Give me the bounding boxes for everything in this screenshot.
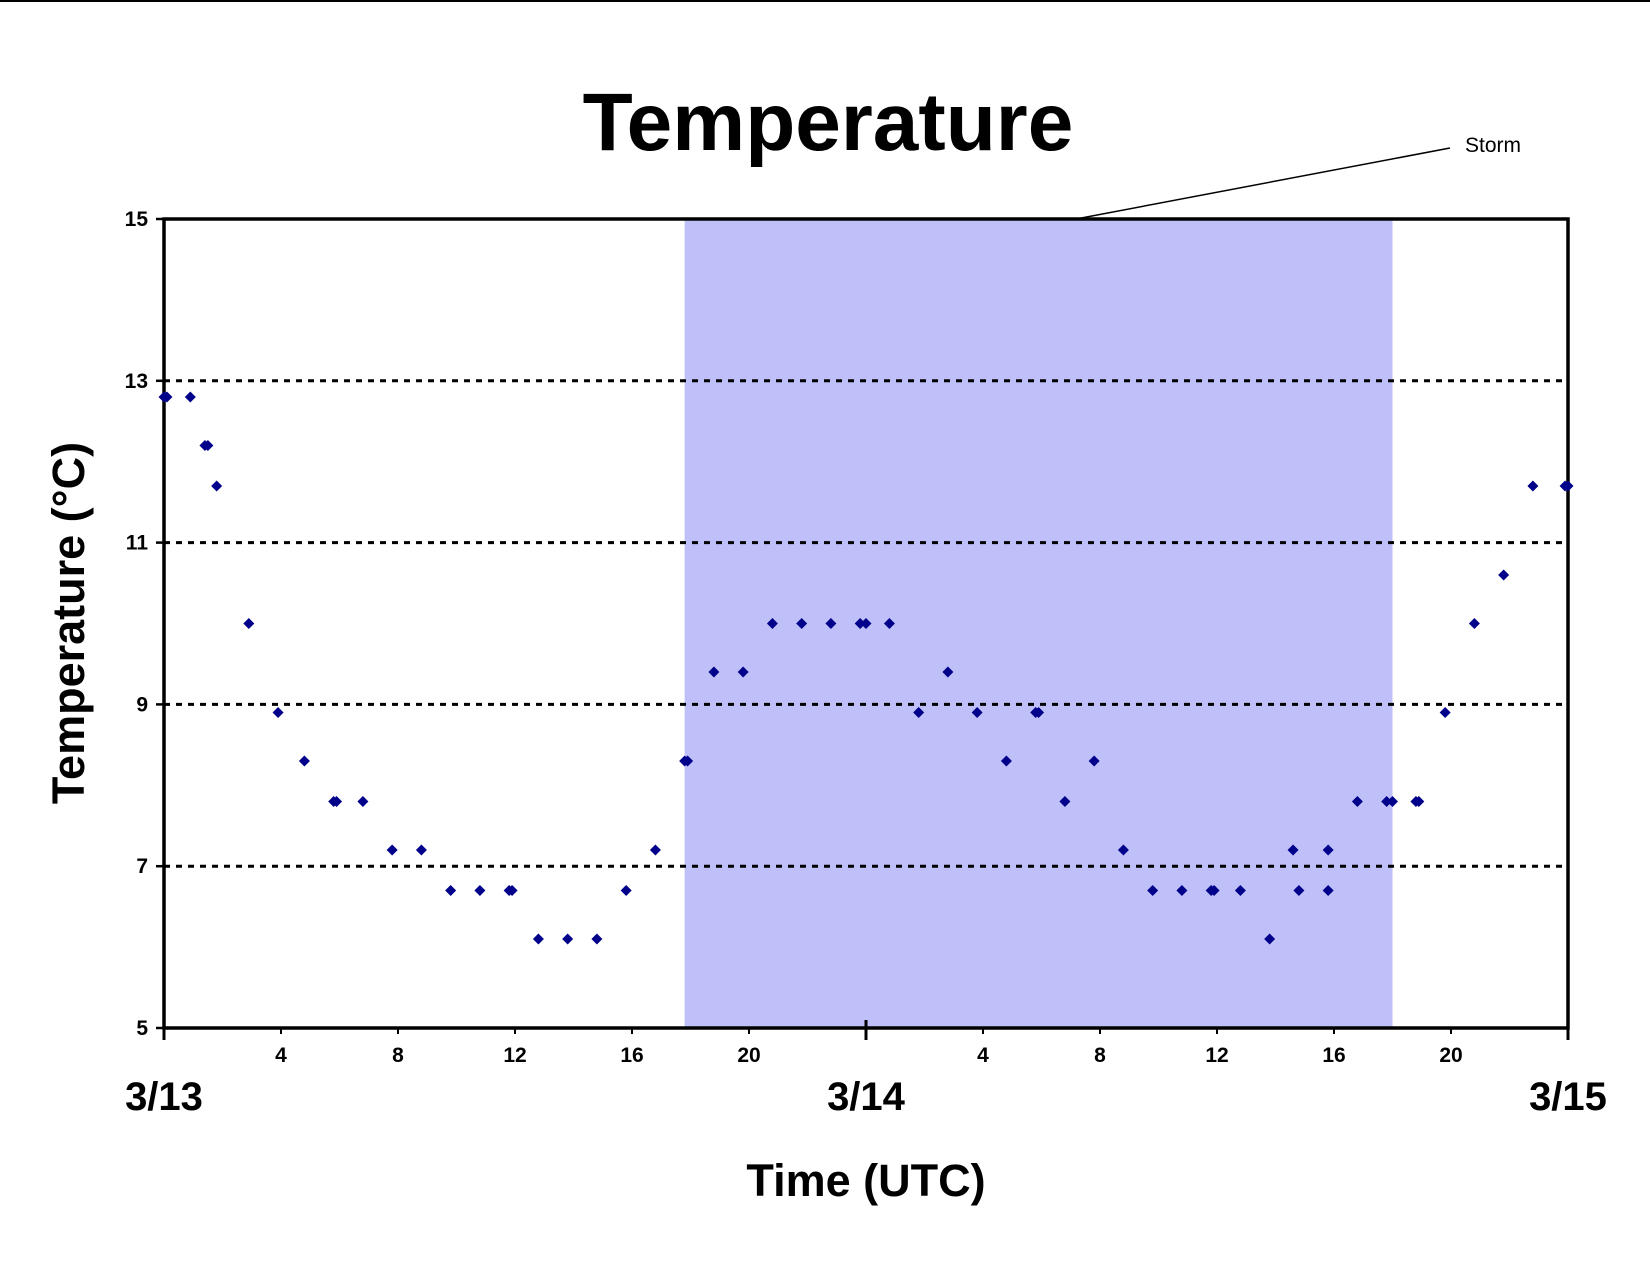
data-point [737,666,749,678]
y-tick-label: 13 [125,370,148,393]
data-points [158,391,1574,945]
data-point [1287,844,1299,856]
data-point [1293,884,1305,896]
y-axis-ticks: 5 7 9 11 13 15 [125,208,164,1040]
y-axis-title: Temperature (°C) [43,442,94,804]
data-point [1208,884,1220,896]
data-point [620,884,632,896]
x-tick-label: 12 [1205,1044,1228,1067]
y-tick-label: 7 [136,855,148,878]
data-point [942,666,954,678]
data-point [1088,755,1100,767]
data-point [161,391,173,403]
data-point [591,933,603,945]
data-point [184,391,196,403]
data-point [1439,706,1451,718]
data-point [1264,933,1276,945]
x-tick-label: 8 [1094,1044,1106,1067]
y-tick-label: 9 [136,693,148,716]
y-tick-label: 15 [125,208,149,231]
x-tick-label: 16 [620,1044,643,1067]
data-point [1176,884,1188,896]
data-point [211,480,223,492]
x-tick-label: 20 [737,1044,760,1067]
data-point [1562,480,1574,492]
data-point [243,618,255,629]
data-point [825,618,837,629]
data-point [649,844,661,856]
data-point [1498,569,1510,581]
data-point [1468,618,1480,629]
data-point [202,440,214,452]
x-tick-label: 8 [392,1044,404,1067]
data-point [562,933,574,945]
data-point [682,755,694,767]
data-point [532,933,544,945]
x-tick-label: 12 [503,1044,526,1067]
chart-title: Temperature [583,77,1074,168]
data-point [1351,795,1363,807]
data-point [1000,755,1012,767]
data-point [1413,795,1425,807]
data-point [860,618,872,629]
data-point [708,666,720,678]
data-point [415,844,427,856]
date-label: 3/13 [125,1075,203,1119]
data-point [506,884,518,896]
data-point [1387,795,1398,807]
data-point [913,706,925,718]
data-point [445,884,457,896]
y-tick-label: 5 [136,1017,148,1040]
data-point [854,618,866,629]
x-axis-title: Time (UTC) [746,1155,985,1206]
x-tick-label: 4 [275,1044,287,1067]
storm-annotation-leader [1075,147,1451,220]
data-point [1117,844,1129,856]
x-tick-label: 20 [1439,1044,1462,1067]
data-point [1381,795,1393,807]
data-point [1033,706,1045,718]
data-point [298,755,310,767]
x-tick-label: 4 [977,1044,989,1067]
data-point [883,618,895,629]
data-point [971,706,983,718]
data-point [331,795,343,807]
data-point [1147,884,1159,896]
data-point [386,844,398,856]
storm-shaded-region [684,219,1393,1028]
gridlines [164,379,1568,868]
data-point [1234,884,1246,896]
x-tick-label: 16 [1322,1044,1345,1067]
x-axis-ticks: 4 8 12 16 20 4 8 12 16 20 [275,1028,1463,1067]
data-point [796,618,808,629]
data-point [1527,480,1539,492]
y-tick-label: 11 [126,532,149,555]
data-point [1059,795,1071,807]
data-point [1322,844,1334,856]
data-point [1322,884,1334,896]
storm-annotation: Storm [1465,134,1521,157]
date-label: 3/15 [1529,1075,1607,1119]
date-labels: 3/13 3/14 3/15 [125,1020,1607,1119]
date-label: 3/14 [827,1075,906,1119]
data-point [357,795,369,807]
data-point [272,706,284,718]
data-point [766,618,778,629]
data-point [474,884,486,896]
